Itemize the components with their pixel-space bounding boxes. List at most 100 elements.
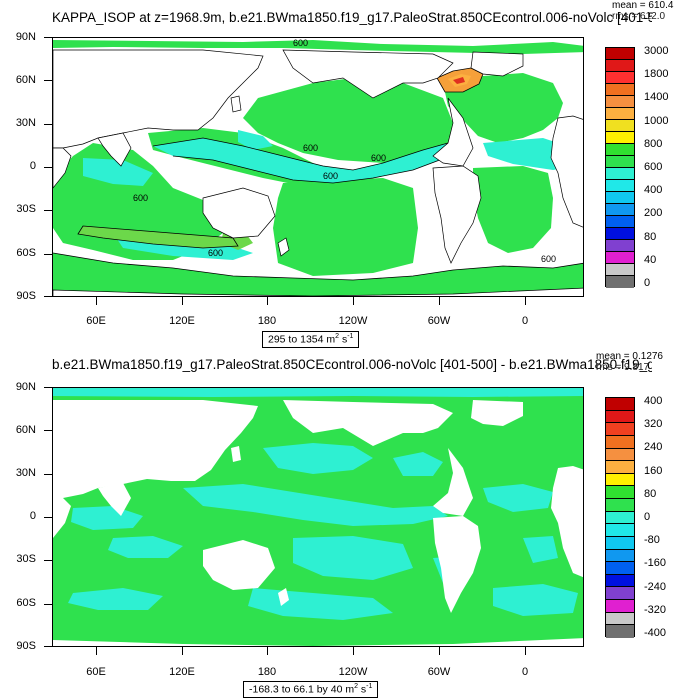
y-tick [44, 167, 52, 168]
x-tick [96, 297, 97, 305]
map-field [53, 40, 583, 296]
colorbar-label: 1800 [644, 68, 669, 81]
colorbar-label: 80 [644, 487, 657, 500]
colorbar-swatch [606, 180, 634, 192]
colorbar-label: -240 [644, 580, 667, 593]
x-tick [182, 297, 183, 305]
continent-masks [53, 49, 583, 296]
bottom-map-panel: b.e21.BWma1850.f19_g17.PaleoStrat.850CEc… [0, 350, 700, 700]
colorbar-swatch [606, 60, 634, 72]
colorbar-swatch [606, 96, 634, 108]
contour-label: 600 [303, 143, 319, 153]
lat-label: 60S [16, 597, 36, 609]
colorbar-label: -160 [644, 557, 667, 570]
lon-label: 0 [521, 666, 529, 678]
map-title: b.e21.BWma1850.f19_g17.PaleoStrat.850CEc… [52, 357, 652, 372]
y-tick [44, 254, 52, 255]
colorbar-label: 1000 [644, 114, 669, 127]
colorbar-swatch [606, 252, 634, 264]
colorbar-swatch [606, 435, 634, 449]
x-tick [525, 297, 526, 305]
lon-label: 60W [427, 666, 451, 678]
contour-label: 600 [323, 171, 339, 181]
colorbar-swatch [606, 48, 634, 60]
y-tick [44, 474, 52, 475]
colorbar-label: 40 [644, 253, 657, 266]
lat-label: 0 [29, 160, 36, 172]
contour-lines [53, 67, 583, 281]
colorbar-label: 3000 [644, 45, 669, 57]
colorbar-swatch [606, 625, 634, 638]
colorbar-label: 0 [644, 511, 651, 523]
colorbar-label: 1400 [644, 91, 669, 104]
colorbar-swatch [606, 461, 634, 474]
map-title: KAPPA_ISOP at z=1968.9m, b.e21.BWma1850.… [52, 10, 652, 25]
y-tick [44, 296, 52, 297]
lon-label: 60E [86, 315, 106, 327]
colorbar-label: 600 [644, 161, 663, 173]
lat-label: 30N [15, 117, 36, 129]
colorbar-label: 400 [644, 395, 663, 407]
lat-label: 90S [16, 290, 36, 302]
colorbar-swatch [606, 216, 634, 228]
lon-label: 60W [427, 315, 451, 327]
colorbar-label: 240 [644, 441, 663, 454]
continent-masks [53, 400, 583, 646]
y-tick [44, 430, 52, 431]
colorbar-swatch [606, 473, 634, 487]
colorbar-swatch [606, 120, 634, 132]
colorbar-swatch [606, 168, 634, 180]
lat-label: 90N [15, 381, 36, 393]
y-tick [44, 37, 52, 38]
contour-label: 600 [293, 38, 309, 48]
x-tick [182, 647, 183, 655]
lon-label: 120E [169, 315, 195, 327]
lon-label: 180 [257, 666, 277, 678]
colorbar-swatch [606, 132, 634, 144]
colorbar-swatch [606, 228, 634, 240]
colorbar-swatch [606, 84, 634, 96]
colorbar-swatch [606, 264, 634, 276]
lat-label: 60N [15, 424, 36, 436]
top-map-panel: KAPPA_ISOP at z=1968.9m, b.e21.BWma1850.… [15, 0, 674, 348]
lat-label: 60S [16, 247, 36, 259]
colorbar-swatch [606, 612, 634, 626]
rms-stat: rms = 612.0 [612, 11, 666, 22]
x-tick [525, 647, 526, 655]
lat-label: 30N [15, 467, 36, 479]
y-tick [44, 80, 52, 81]
units-suffix: s [339, 333, 348, 346]
colorbar-swatch [606, 398, 634, 411]
contour-label: 600 [371, 153, 387, 163]
units-exponent: 2 [335, 333, 340, 340]
range-text: -168.3 to 66.1 by 40 m [249, 683, 355, 696]
colorbar-label: 800 [644, 137, 663, 150]
x-tick [353, 647, 354, 655]
colorbar-swatch [606, 562, 634, 575]
lon-label: 60E [86, 666, 106, 678]
map-plot-area [52, 387, 584, 647]
lat-label: 0 [29, 510, 36, 522]
lat-label: 90S [16, 640, 36, 652]
colorbar-swatch [606, 574, 634, 588]
lon-label: 0 [521, 315, 529, 327]
colorbar-label: 200 [644, 207, 663, 220]
y-tick [44, 387, 52, 388]
rms-stat: rms = 9.817 [596, 362, 650, 373]
colorbar-label: 320 [644, 418, 663, 431]
x-tick [267, 297, 268, 305]
x-tick [439, 297, 440, 305]
colorbar-label: 80 [644, 230, 657, 243]
colorbar-swatch [606, 499, 634, 512]
colorbar-swatch [606, 524, 634, 537]
mean-stat: mean = 0.1276 [596, 351, 663, 362]
colorbar-label: 400 [644, 184, 663, 197]
map-field [53, 388, 583, 646]
mean-stat: mean = 610.4 [612, 0, 674, 11]
range-units-box: 295 to 1354 m2 s-1 [262, 331, 360, 348]
colorbar [605, 47, 635, 288]
units-exponent: -1 [366, 683, 373, 690]
colorbar-swatch [606, 410, 634, 424]
range-units-box: -168.3 to 66.1 by 40 m2 s-1 [243, 681, 379, 698]
greenland-high-patch [437, 68, 483, 92]
